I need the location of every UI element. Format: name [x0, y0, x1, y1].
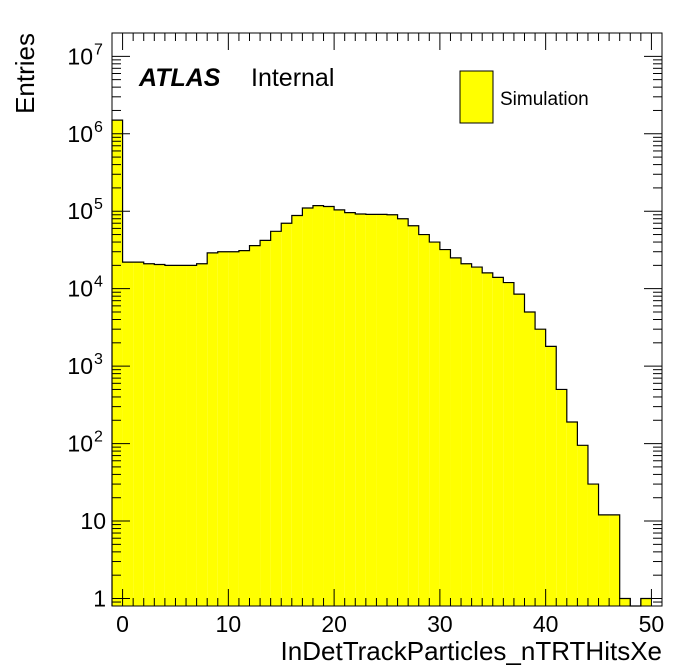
- x-major-ticks: [122, 33, 652, 606]
- y-tick-label: 10: [67, 198, 93, 224]
- y-tick-label: 10: [67, 43, 93, 69]
- histogram-bin: [503, 282, 514, 606]
- y-tick-label: 1: [93, 585, 106, 611]
- histogram-bin: [175, 265, 187, 606]
- histogram-bin: [365, 214, 377, 607]
- histogram-bin: [281, 223, 292, 606]
- histogram-bin: [143, 263, 155, 606]
- histogram-bin: [302, 208, 313, 606]
- histogram-bars: [111, 119, 652, 607]
- y-tick-label: 10: [80, 508, 106, 534]
- histogram-bin: [513, 294, 525, 606]
- atlas-label: ATLAS: [138, 64, 221, 92]
- histogram-bin: [133, 262, 144, 606]
- histogram-bin: [439, 249, 451, 607]
- y-tick-exponent: 7: [94, 41, 103, 58]
- x-tick-label: 50: [639, 611, 665, 637]
- y-tick-label: 10: [67, 353, 93, 379]
- histogram-bin: [429, 242, 440, 606]
- histogram-bin: [196, 263, 208, 606]
- legend-swatch: [459, 70, 494, 124]
- x-tick-label: 0: [116, 611, 129, 637]
- y-tick-exponent: 6: [94, 119, 103, 136]
- histogram-bin: [609, 514, 620, 606]
- y-axis-title: Entries: [10, 33, 40, 114]
- histogram-bin: [408, 225, 419, 606]
- histogram-bin: [164, 265, 176, 606]
- histogram-bin: [524, 311, 536, 606]
- y-tick-label: 10: [67, 121, 93, 147]
- histogram-bin: [461, 263, 472, 606]
- y-tick-exponent: 2: [94, 429, 103, 446]
- y-tick-exponent: 5: [94, 196, 103, 213]
- histogram-bin: [535, 329, 546, 606]
- histogram-bin: [323, 206, 335, 606]
- y-tick-exponent: 3: [94, 351, 103, 368]
- histogram-bin: [376, 214, 387, 607]
- histogram-bin: [640, 598, 652, 606]
- histogram-bin: [482, 272, 493, 606]
- histogram-bin: [344, 212, 356, 607]
- histogram-bin: [122, 262, 134, 606]
- x-tick-label: 10: [216, 611, 242, 637]
- x-tick-labels: 0 10 20 30 40 50: [116, 611, 664, 637]
- histogram-bin: [312, 205, 324, 606]
- histogram-bin: [270, 231, 282, 606]
- histogram-bin: [619, 598, 631, 606]
- histogram-bin: [291, 215, 303, 607]
- legend-label: Simulation: [500, 89, 589, 110]
- histogram-bin: [450, 257, 462, 606]
- x-tick-label: 40: [533, 611, 559, 637]
- histogram-bin: [228, 251, 239, 606]
- histogram-bin: [186, 265, 197, 606]
- histogram-bin: [397, 218, 409, 606]
- histogram-bin: [387, 214, 398, 606]
- y-ticks: [112, 32, 662, 607]
- histogram-bin: [249, 245, 261, 607]
- histogram-bin: [334, 209, 345, 606]
- histogram-bin: [112, 120, 123, 607]
- histogram-bin: [566, 421, 578, 606]
- histogram-bin: [418, 234, 430, 607]
- histogram-bin: [217, 251, 229, 606]
- histogram-bin: [260, 240, 271, 606]
- x-tick-label: 30: [427, 611, 453, 637]
- histogram-bin: [355, 214, 366, 606]
- histogram-bin: [545, 346, 557, 606]
- histogram-bin: [587, 484, 599, 606]
- x-tick-label: 20: [321, 611, 347, 637]
- x-minor-ticks: [111, 33, 663, 606]
- atlas-status-label: Internal: [251, 64, 334, 92]
- histogram-bin: [598, 514, 610, 606]
- histogram-bin: [492, 277, 504, 606]
- histogram-bin: [556, 389, 567, 606]
- histogram-outline: [111, 119, 652, 607]
- histogram-bin: [207, 252, 218, 606]
- y-tick-label: 10: [67, 276, 93, 302]
- histogram-bin: [471, 267, 483, 606]
- y-tick-exponent: 4: [94, 274, 103, 291]
- x-axis-title: InDetTrackParticles_nTRTHitsXe: [281, 636, 662, 666]
- y-tick-label: 10: [67, 431, 93, 457]
- histogram-bin: [577, 445, 588, 606]
- histogram-bin: [154, 264, 165, 606]
- histogram-bin: [238, 250, 250, 606]
